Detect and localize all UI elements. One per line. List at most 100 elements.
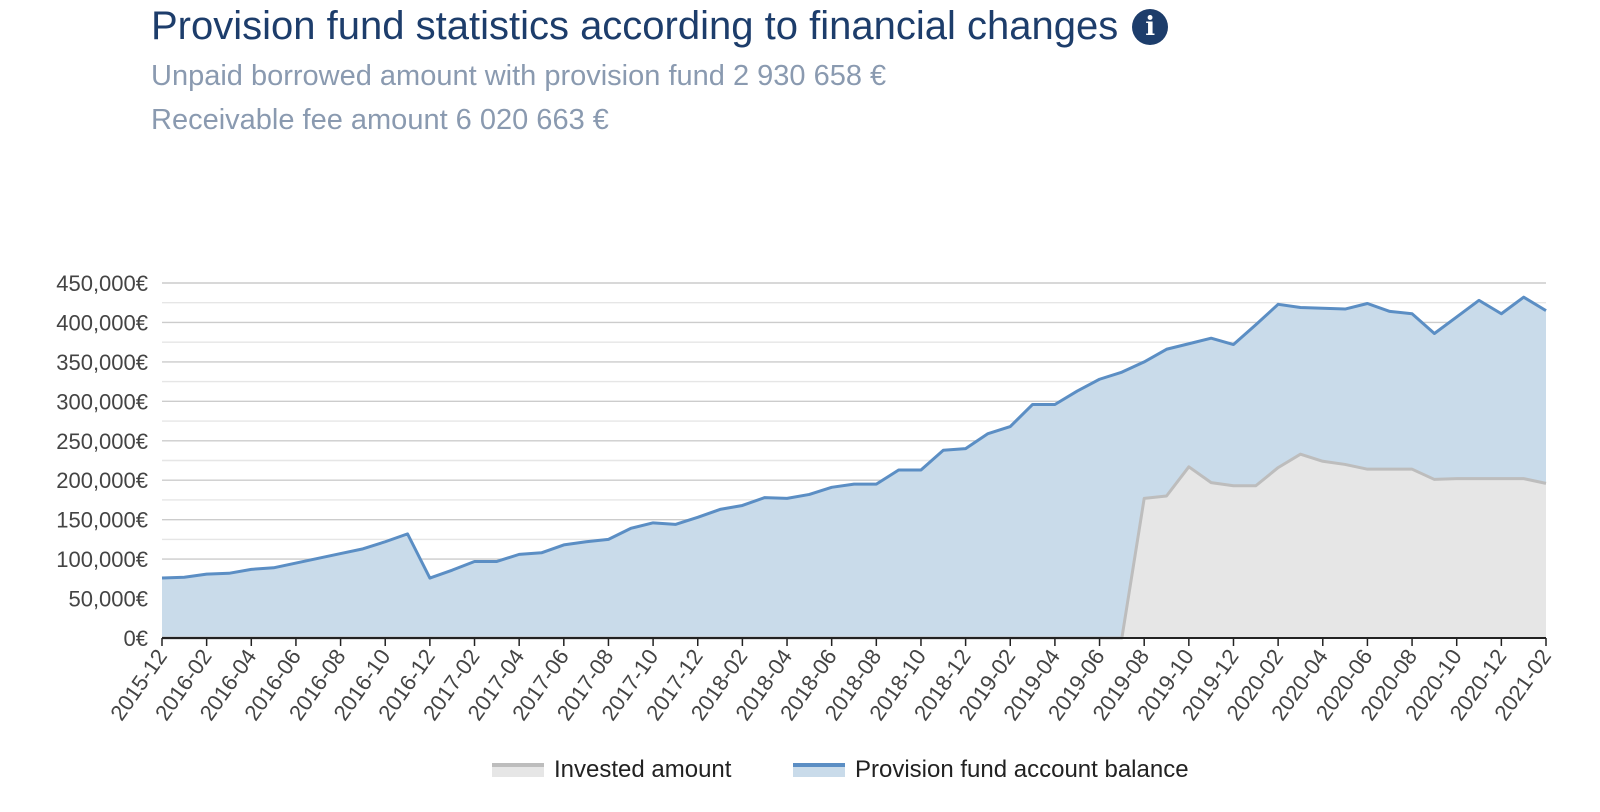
provision-point[interactable] [604,535,612,543]
invested-point[interactable] [1140,494,1148,502]
provision-point[interactable] [828,483,836,491]
legend-label-provision: Provision fund account balance [855,756,1189,783]
invested-point[interactable] [1296,450,1304,458]
provision-point[interactable] [515,550,523,558]
provision-point[interactable] [247,565,255,573]
provision-point[interactable] [1006,423,1014,431]
series-areas [162,297,1546,638]
provision-point[interactable] [560,541,568,549]
invested-point[interactable] [1252,482,1260,490]
provision-point[interactable] [895,466,903,474]
provision-point[interactable] [225,569,233,577]
provision-point[interactable] [1096,375,1104,383]
provision-point[interactable] [1341,305,1349,313]
legend-item-provision[interactable]: Provision fund account balance [793,752,1189,788]
invested-point[interactable] [1475,475,1483,483]
invested-point[interactable] [1542,479,1550,487]
provision-point[interactable] [1453,313,1461,321]
provision-point[interactable] [1051,400,1059,408]
invested-point[interactable] [1408,465,1416,473]
provision-point[interactable] [582,538,590,546]
provision-point[interactable] [1497,310,1505,318]
provision-point[interactable] [872,480,880,488]
provision-point[interactable] [426,574,434,582]
provision-point[interactable] [180,573,188,581]
invested-point[interactable] [1163,492,1171,500]
provision-point[interactable] [381,538,389,546]
provision-point[interactable] [984,430,992,438]
provision-point[interactable] [1252,321,1260,329]
y-tick-label: 150,000€ [56,508,148,533]
chart-legend: Invested amount Provision fund account b… [0,752,1600,788]
provision-line[interactable] [161,295,1547,580]
provision-point[interactable] [1475,296,1483,304]
provision-point[interactable] [1274,300,1282,308]
provision-point[interactable] [1073,387,1081,395]
y-tick-label: 400,000€ [56,310,148,335]
provision-point[interactable] [1229,341,1237,349]
invested-point[interactable] [1430,475,1438,483]
axes [161,637,1547,646]
provision-point[interactable] [962,445,970,453]
provision-point[interactable] [939,446,947,454]
unpaid-borrowed-amount: Unpaid borrowed amount with provision fu… [151,60,887,92]
provision-point[interactable] [337,550,345,558]
provision-point[interactable] [158,574,166,582]
provision-point[interactable] [1029,400,1037,408]
provision-point[interactable] [471,557,479,565]
provision-point[interactable] [694,513,702,521]
provision-point[interactable] [1163,345,1171,353]
provision-point[interactable] [1430,329,1438,337]
invested-point[interactable] [1319,457,1327,465]
provision-point[interactable] [917,466,925,474]
provision-point[interactable] [1319,304,1327,312]
provision-point[interactable] [1118,368,1126,376]
provision-point[interactable] [270,564,278,572]
y-tick-label: 50,000€ [68,587,148,612]
provision-point[interactable] [314,554,322,562]
provision-point[interactable] [1520,293,1528,301]
provision-swatch [793,763,845,777]
provision-point[interactable] [1542,307,1550,315]
legend-item-invested[interactable]: Invested amount [492,752,731,788]
provision-point[interactable] [203,570,211,578]
invested-point[interactable] [1386,465,1394,473]
provision-point[interactable] [1408,310,1416,318]
invested-point[interactable] [1229,482,1237,490]
provision-point[interactable] [359,545,367,553]
provision-point[interactable] [292,559,300,567]
provision-point[interactable] [1185,340,1193,348]
provision-point[interactable] [1386,307,1394,315]
provision-point[interactable] [404,530,412,538]
provision-point[interactable] [1207,334,1215,342]
provision-point[interactable] [783,494,791,502]
provision-point[interactable] [671,520,679,528]
provision-point[interactable] [1140,358,1148,366]
invested-point[interactable] [1185,463,1193,471]
provision-point[interactable] [1296,303,1304,311]
provision-point[interactable] [850,480,858,488]
provision-point[interactable] [448,566,456,574]
provision-point[interactable] [627,524,635,532]
invested-point[interactable] [1520,475,1528,483]
invested-point[interactable] [1341,460,1349,468]
invested-point[interactable] [1207,479,1215,487]
provision-point[interactable] [649,519,657,527]
invested-point[interactable] [1497,475,1505,483]
invested-point[interactable] [1453,475,1461,483]
info-icon[interactable]: i [1132,8,1169,45]
provision-point[interactable] [738,501,746,509]
invested-swatch [492,763,544,777]
invested-point[interactable] [1274,464,1282,472]
invested-point[interactable] [1363,465,1371,473]
y-tick-label: 0€ [124,626,148,651]
provision-point[interactable] [805,490,813,498]
provision-point[interactable] [1363,300,1371,308]
provision-point[interactable] [537,549,545,557]
y-tick-label: 300,000€ [56,389,148,414]
y-tick-label: 250,000€ [56,429,148,454]
provision-point[interactable] [716,505,724,513]
provision-point[interactable] [761,494,769,502]
provision-point[interactable] [493,557,501,565]
